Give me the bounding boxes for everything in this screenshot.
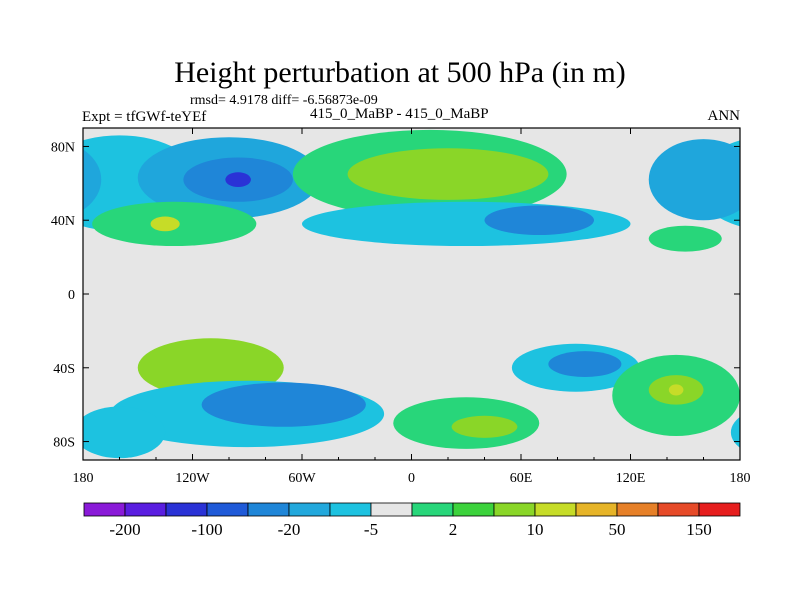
contour-southeast-high-center (12, 384, 27, 395)
contour-north-low-center (225, 172, 251, 188)
x-tick-label: 60E (510, 471, 533, 486)
contour-southwest-low (83, 406, 166, 459)
colorbar-swatch (575, 502, 618, 517)
colorbar-swatch (206, 502, 249, 517)
colorbar-label: -5 (364, 520, 378, 539)
colorbar-swatch (165, 502, 208, 517)
contour-south-atlantic-low-core (548, 351, 622, 378)
colorbar-swatch (83, 502, 126, 517)
contour-south-low (767, 381, 800, 447)
contour-south-high (795, 338, 800, 397)
colorbar-swatch (616, 502, 659, 517)
colorbar-swatch (329, 502, 372, 517)
contour-south-low-core (201, 382, 366, 427)
colorbar-swatch (493, 502, 536, 517)
y-tick-label: 80N (51, 140, 75, 155)
contour-southeast-high-core (0, 375, 47, 405)
y-tick-label: 80S (53, 436, 75, 451)
x-tick-label: 0 (408, 471, 415, 486)
colorbar-label: 50 (609, 520, 626, 539)
x-tick-label: 180 (73, 471, 94, 486)
contour-northeast-small-high (648, 225, 722, 252)
colorbar-swatch (657, 502, 700, 517)
colorbar-swatch (288, 502, 331, 517)
contour-south-indian-high-core (451, 415, 518, 438)
colorbar-swatch (370, 502, 413, 517)
contour-southwest-low (730, 416, 740, 448)
y-tick-label: 40N (51, 214, 75, 229)
stats-label: rmsd= 4.9178 diff= -6.56873e-09 (190, 93, 378, 108)
colorbar-label: -20 (278, 520, 301, 539)
contour-midlat-north-low-core (484, 205, 594, 235)
contour-northeast-low (83, 149, 102, 210)
colorbar-label: -200 (109, 520, 140, 539)
y-tick-label: 40S (53, 362, 75, 377)
colorbar-swatch (247, 502, 290, 517)
colorbar-label: 150 (686, 520, 712, 539)
x-tick-label: 120E (616, 471, 646, 486)
colorbar-label: -100 (191, 520, 222, 539)
colorbar-swatch (534, 502, 577, 517)
x-tick-label: 180 (730, 471, 751, 486)
contour-midlat-north-high-core (150, 216, 180, 232)
contour-fields (0, 129, 800, 459)
contour-north-low-west (795, 137, 800, 218)
y-tick-label: 0 (68, 288, 75, 303)
x-tick-label: 120W (175, 471, 210, 486)
season-label: ANN (707, 108, 741, 124)
chart-title: Height perturbation at 500 hPa (in m) (174, 56, 626, 89)
colorbar-label: 10 (527, 520, 544, 539)
contour-southeast-high-center (668, 384, 684, 396)
colorbar-swatch (698, 502, 741, 517)
contour-midlat-north-high (749, 202, 800, 246)
x-tick-label: 60W (288, 471, 316, 486)
contour-northeast-small-high (0, 226, 65, 252)
colorbar-swatch (124, 502, 167, 517)
experiment-label: Expt = tfGWf-teYEf (82, 109, 207, 125)
colorbar-swatch (411, 502, 454, 517)
contour-north-high-core (347, 148, 549, 200)
colorbar-label: 2 (449, 520, 458, 539)
case-label: 415_0_MaBP - 415_0_MaBP (310, 106, 489, 122)
colorbar-swatch (452, 502, 495, 517)
contour-northeast-low (648, 139, 740, 221)
